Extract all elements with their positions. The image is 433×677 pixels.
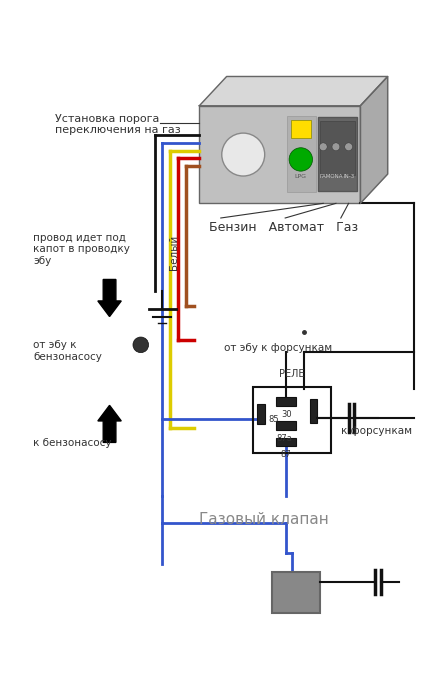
Bar — [276, 397, 296, 406]
Circle shape — [222, 133, 265, 176]
Text: Газовый клапан: Газовый клапан — [199, 512, 329, 527]
Text: РЕЛЕ: РЕЛЕ — [279, 369, 305, 379]
Text: 87а: 87а — [276, 434, 292, 443]
Circle shape — [345, 143, 352, 151]
Circle shape — [289, 148, 313, 171]
Bar — [276, 421, 296, 430]
Text: 85: 85 — [268, 414, 279, 424]
Circle shape — [133, 337, 149, 353]
Text: провод идет под
капот в проводку
эбу: провод идет под капот в проводку эбу — [33, 233, 130, 266]
Bar — [310, 399, 317, 423]
Bar — [199, 106, 360, 203]
Text: IN-3: IN-3 — [344, 173, 355, 179]
Text: от эбу к форсункам: от эбу к форсункам — [224, 343, 332, 353]
Polygon shape — [360, 77, 388, 203]
Text: ΓAMONA: ΓAMONA — [320, 173, 343, 179]
FancyArrow shape — [98, 280, 121, 317]
Text: Установка порога
переключения на газ: Установка порога переключения на газ — [55, 114, 181, 135]
Text: 30: 30 — [281, 410, 291, 419]
Text: к бензонасосу: к бензонасосу — [33, 437, 112, 447]
Text: к форсункам: к форсункам — [341, 426, 412, 436]
Circle shape — [320, 143, 327, 151]
Bar — [291, 121, 310, 138]
Circle shape — [332, 143, 340, 151]
Polygon shape — [199, 77, 388, 106]
Bar — [318, 118, 357, 191]
FancyArrow shape — [98, 406, 121, 443]
Bar — [253, 387, 331, 453]
Bar — [257, 404, 265, 424]
Bar — [276, 437, 296, 446]
Text: Бензин   Автомат   Газ: Бензин Автомат Газ — [209, 221, 358, 234]
Text: LPG: LPG — [295, 173, 307, 179]
Bar — [271, 572, 320, 613]
Bar — [287, 116, 317, 192]
Text: от эбу к
бензонасосу: от эбу к бензонасосу — [33, 340, 102, 362]
Text: 87: 87 — [281, 450, 291, 459]
Bar — [320, 121, 355, 175]
Text: Белый: Белый — [169, 234, 179, 269]
